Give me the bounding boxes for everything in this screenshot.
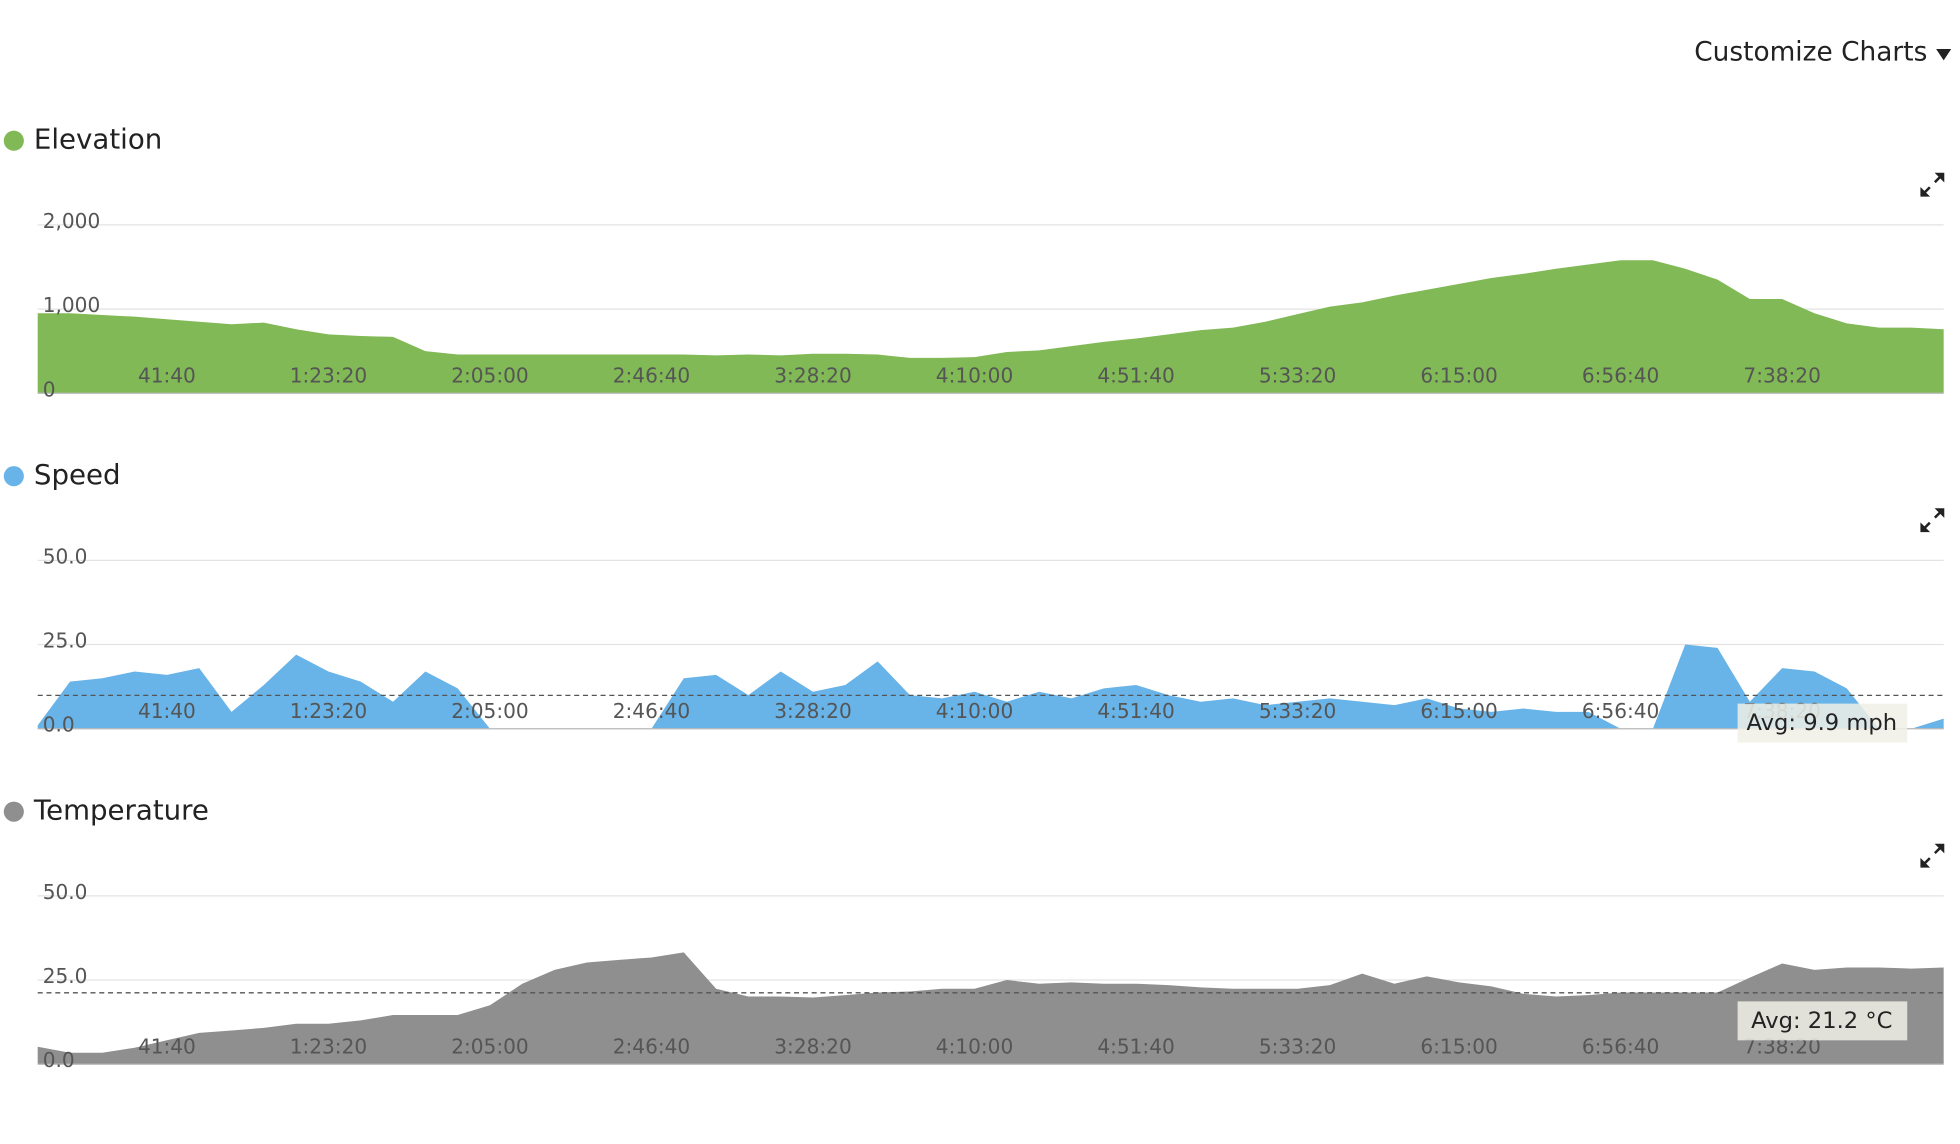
x-tick-label: 3:28:20 bbox=[774, 1034, 851, 1058]
x-tick-label: 4:51:40 bbox=[1097, 699, 1174, 723]
x-tick-label: 2:05:00 bbox=[451, 363, 528, 387]
x-tick-label: 4:10:00 bbox=[936, 363, 1013, 387]
x-tick-label: 5:33:20 bbox=[1259, 1034, 1336, 1058]
y-tick-label: 50.0 bbox=[43, 880, 88, 904]
x-tick-label: 41:40 bbox=[138, 363, 196, 387]
x-tick-label: 5:33:20 bbox=[1259, 699, 1336, 723]
legend-dot bbox=[3, 466, 24, 487]
x-tick-label: 6:56:40 bbox=[1582, 1034, 1659, 1058]
x-tick-label: 1:23:20 bbox=[290, 1034, 367, 1058]
y-tick-label: 1,000 bbox=[43, 293, 101, 317]
x-tick-label: 2:05:00 bbox=[451, 1034, 528, 1058]
x-tick-label: 4:10:00 bbox=[936, 699, 1013, 723]
x-tick-label: 4:51:40 bbox=[1097, 363, 1174, 387]
expand-icon-part bbox=[1920, 843, 1945, 868]
legend-dot bbox=[3, 801, 24, 822]
x-tick-label: 6:15:00 bbox=[1420, 1034, 1497, 1058]
expand-icon-part bbox=[1920, 172, 1945, 197]
legend-dot bbox=[3, 130, 24, 151]
x-tick-label: 3:28:20 bbox=[774, 363, 851, 387]
expand-icon-part bbox=[1921, 509, 1944, 532]
chart-title: Speed bbox=[34, 458, 121, 491]
x-tick-label: 1:23:20 bbox=[290, 363, 367, 387]
y-tick-label: 25.0 bbox=[43, 964, 88, 988]
expand-icon-part bbox=[1921, 173, 1944, 196]
y-tick-label: 0.0 bbox=[43, 713, 75, 737]
expand-icon-part bbox=[1920, 508, 1945, 533]
x-tick-label: 6:15:00 bbox=[1420, 699, 1497, 723]
chart-title: Temperature bbox=[33, 794, 209, 827]
average-label-box bbox=[1737, 703, 1908, 743]
expand-icon[interactable] bbox=[1920, 508, 1945, 533]
expand-icon[interactable] bbox=[1920, 172, 1945, 197]
area bbox=[37, 952, 1944, 1065]
y-tick-label: 0.0 bbox=[43, 1048, 75, 1072]
x-tick-label: 2:05:00 bbox=[451, 699, 528, 723]
chart-title: Elevation bbox=[34, 123, 162, 156]
average-label-box bbox=[1737, 1001, 1908, 1041]
x-tick-label: 3:28:20 bbox=[774, 699, 851, 723]
x-tick-label: 2:46:40 bbox=[613, 363, 690, 387]
y-tick-label: 25.0 bbox=[43, 629, 88, 653]
x-tick-label: 41:40 bbox=[138, 1034, 196, 1058]
x-tick-label: 7:38:20 bbox=[1743, 363, 1820, 387]
x-tick-label: 2:46:40 bbox=[613, 699, 690, 723]
average-label: Avg: 9.9 mph bbox=[1747, 710, 1898, 736]
x-tick-label: 4:10:00 bbox=[936, 1034, 1013, 1058]
x-tick-label: 41:40 bbox=[138, 699, 196, 723]
y-tick-label: 0 bbox=[43, 377, 56, 401]
expand-icon[interactable] bbox=[1920, 843, 1945, 868]
x-tick-label: 6:15:00 bbox=[1420, 363, 1497, 387]
x-tick-label: 6:56:40 bbox=[1582, 363, 1659, 387]
average-label: Avg: 21.2 °C bbox=[1751, 1008, 1892, 1034]
x-tick-label: 4:51:40 bbox=[1097, 1034, 1174, 1058]
customize-charts-button[interactable]: Customize Charts bbox=[1694, 37, 1927, 67]
x-tick-label: 6:56:40 bbox=[1582, 699, 1659, 723]
dropdown-arrow[interactable] bbox=[1936, 49, 1952, 61]
x-tick-label: 5:33:20 bbox=[1259, 363, 1336, 387]
x-tick-label: 1:23:20 bbox=[290, 699, 367, 723]
x-tick-label: 2:46:40 bbox=[613, 1034, 690, 1058]
area bbox=[37, 260, 1944, 394]
expand-icon-part bbox=[1921, 844, 1944, 867]
y-tick-label: 50.0 bbox=[43, 544, 88, 568]
y-tick-label: 2,000 bbox=[43, 209, 101, 233]
